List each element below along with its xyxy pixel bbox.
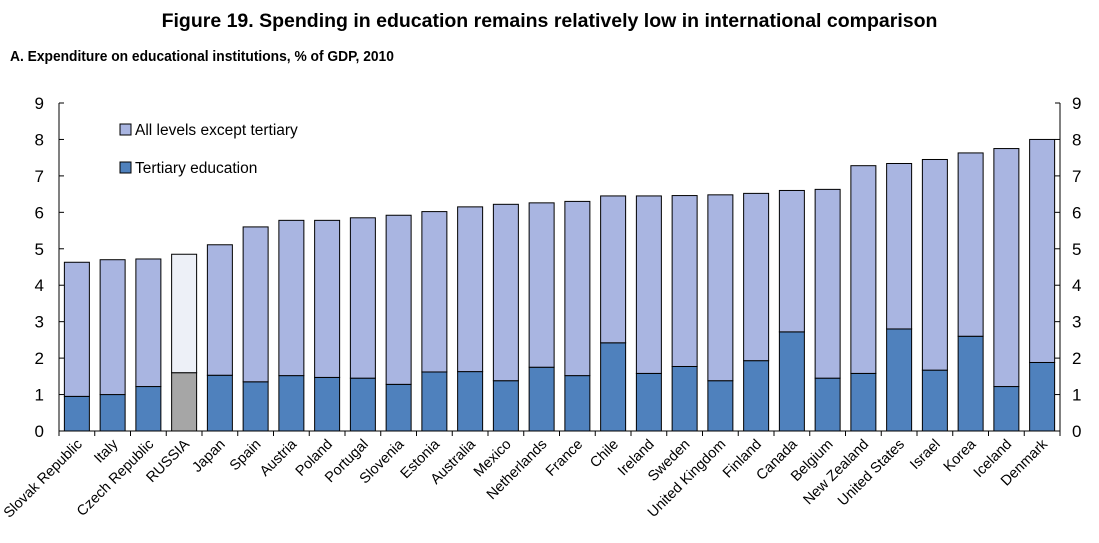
y-tick-label-right: 1 xyxy=(1072,386,1081,405)
x-tick-label: Italy xyxy=(91,436,122,467)
bar-all-levels xyxy=(528,202,555,368)
legend-label-all-levels: All levels except tertiary xyxy=(135,122,298,139)
x-tick-label: France xyxy=(543,437,586,480)
bar-tertiary xyxy=(957,335,984,432)
figure-title: Figure 19. Spending in education remains… xyxy=(161,10,938,32)
bar-all-levels xyxy=(886,162,913,330)
y-tick-label-right: 7 xyxy=(1072,167,1081,186)
x-tick-label: Israel xyxy=(907,437,943,473)
bar-all-levels xyxy=(99,259,126,396)
y-tick-label-left: 6 xyxy=(35,203,44,222)
bar-tertiary xyxy=(886,328,913,432)
bar-all-levels xyxy=(385,214,412,385)
y-tick-label-right: 2 xyxy=(1072,349,1081,368)
bar-all-levels xyxy=(171,253,198,374)
y-tick-label-left: 1 xyxy=(35,386,44,405)
bar-tertiary xyxy=(921,369,948,432)
bar-all-levels xyxy=(63,261,90,397)
bar-tertiary xyxy=(206,374,233,432)
bar-all-levels xyxy=(743,192,770,362)
bar-all-levels xyxy=(707,194,734,382)
y-tick-label-right: 5 xyxy=(1072,240,1081,259)
bar-tertiary xyxy=(778,331,805,432)
x-tick-label: Austria xyxy=(257,436,301,480)
y-tick-label-left: 5 xyxy=(35,240,44,259)
bar-all-levels xyxy=(457,206,484,373)
bar-tertiary xyxy=(671,365,698,432)
bar-all-levels xyxy=(421,211,448,373)
bar-tertiary xyxy=(171,372,198,432)
bar-tertiary xyxy=(528,366,555,432)
bar-all-levels xyxy=(349,217,376,379)
bar-tertiary xyxy=(457,371,484,432)
y-tick-label-right: 3 xyxy=(1072,313,1081,332)
y-tick-label-left: 9 xyxy=(35,94,44,113)
legend-swatch-tertiary xyxy=(119,161,132,174)
y-tick-label-right: 8 xyxy=(1072,130,1081,149)
bar-all-levels xyxy=(564,200,591,377)
bar-all-levels xyxy=(600,195,627,344)
bar-all-levels xyxy=(778,189,805,333)
bar-tertiary xyxy=(492,380,519,432)
legend-swatch-all-levels xyxy=(119,123,132,136)
y-tick-label-right: 4 xyxy=(1072,276,1081,295)
y-tick-label-left: 7 xyxy=(35,167,44,186)
y-tick-label-left: 8 xyxy=(35,130,44,149)
bar-all-levels xyxy=(993,148,1020,388)
bar-all-levels xyxy=(921,158,948,371)
bar-all-levels xyxy=(850,165,877,374)
bar-all-levels xyxy=(135,258,162,388)
y-tick-label-left: 4 xyxy=(35,276,44,295)
bar-tertiary xyxy=(635,372,662,432)
bar-tertiary xyxy=(1029,361,1056,432)
x-tick-label: Slovak Republic xyxy=(1,437,86,522)
bar-all-levels xyxy=(492,203,519,382)
y-tick-label-right: 0 xyxy=(1072,422,1081,441)
bar-all-levels xyxy=(278,219,305,377)
bar-tertiary xyxy=(564,375,591,432)
legend-label-tertiary: Tertiary education xyxy=(135,160,257,177)
bar-tertiary xyxy=(63,395,90,432)
bar-all-levels xyxy=(635,195,662,374)
y-tick-label-left: 2 xyxy=(35,349,44,368)
bar-tertiary xyxy=(135,386,162,432)
bar-all-levels xyxy=(814,188,841,379)
bar-tertiary xyxy=(600,342,627,432)
x-tick-label: Japan xyxy=(189,437,228,476)
bar-tertiary xyxy=(743,360,770,432)
panel-title: A. Expenditure on educational institutio… xyxy=(10,48,394,65)
bar-all-levels xyxy=(957,152,984,337)
bar-tertiary xyxy=(349,377,376,432)
y-tick-label-left: 0 xyxy=(35,422,44,441)
bar-all-levels xyxy=(671,195,698,367)
bar-tertiary xyxy=(814,377,841,432)
bar-all-levels xyxy=(1029,138,1056,363)
bar-tertiary xyxy=(242,381,269,432)
bar-tertiary xyxy=(385,383,412,432)
bar-tertiary xyxy=(278,375,305,432)
bar-all-levels xyxy=(206,244,233,376)
bar-tertiary xyxy=(993,386,1020,432)
y-tick-label-left: 3 xyxy=(35,313,44,332)
bar-tertiary xyxy=(314,376,341,432)
bar-tertiary xyxy=(99,394,126,432)
bar-all-levels xyxy=(314,219,341,378)
bar-tertiary xyxy=(707,380,734,432)
bar-all-levels xyxy=(242,226,269,383)
y-tick-label-right: 6 xyxy=(1072,203,1081,222)
bar-tertiary xyxy=(850,372,877,432)
y-tick-label-right: 9 xyxy=(1072,94,1081,113)
bar-tertiary xyxy=(421,371,448,432)
